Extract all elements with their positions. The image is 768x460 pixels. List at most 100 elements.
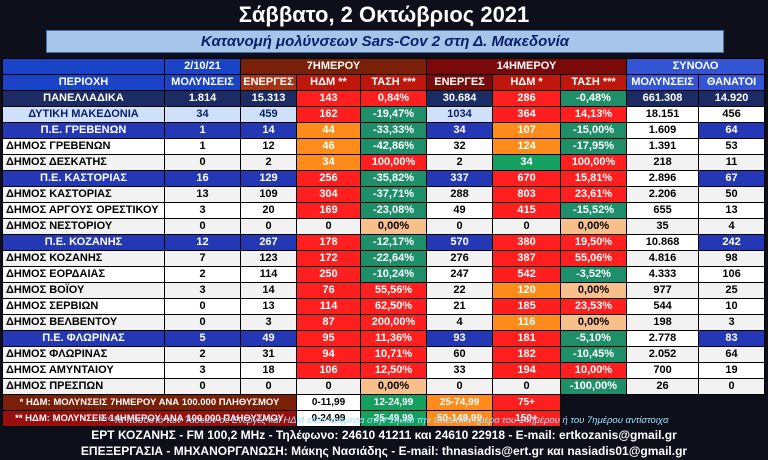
total-cell: 4.333 [626,266,700,283]
idm7-cell: 256 [296,170,361,187]
legend-range: 150+ [492,410,562,427]
active7-cell: 267 [240,234,297,251]
total-cell: 655 [626,202,700,219]
page-subtitle: Κατανομή μολύνσεων Sars-Cov 2 στη Δ. Μακ… [46,30,724,53]
active7-cell: 49 [240,330,297,347]
table-row: ΔΗΜΟΣ ΣΕΡΒΙΩΝ 0 13 114 62,50% 21 185 23,… [2,298,766,315]
total-cell: 10.868 [626,234,700,251]
idm7-cell: 44 [296,122,361,139]
table-row: Π.Ε. ΦΛΩΡΙΝΑΣ 5 49 95 11,36% 93 181 -5,1… [2,330,766,347]
infections-cell: 5 [164,330,241,347]
deaths-cell: 242 [698,234,766,251]
total-cell: 2.896 [626,170,700,187]
idm14-cell: 124 [492,138,562,155]
trend7-cell: 10,71% [359,346,428,363]
active7-cell: 3 [240,314,297,331]
idm7-cell: 114 [296,298,361,315]
idm7-cell: 0 [296,218,361,235]
active14-cell: 288 [426,186,494,203]
legend-label-14day: ** ΗΔΜ: ΜΟΛΥΝΣΕΙΣ 14ΗΜΕΡΟΥ ΑΝΑ 100.000 Π… [2,410,297,427]
active14-cell: 1034 [426,106,494,123]
idm14-cell: 415 [492,202,562,219]
trend14-cell: 55,06% [560,250,628,267]
area-name: Π.Ε. ΚΟΖΑΝΗΣ [2,234,165,251]
legend-row-14day: ** ΗΔΜ: ΜΟΛΥΝΣΕΙΣ 14ΗΜΕΡΟΥ ΑΝΑ 100.000 Π… [2,410,765,427]
table-row: ΔΗΜΟΣ ΔΕΣΚΑΤΗΣ 0 2 34 100,00% 2 34 100,0… [2,154,766,171]
date-header: 2/10/21 [164,58,241,75]
total-cell: 1.609 [626,122,700,139]
idm14-cell: 542 [492,266,562,283]
area-name: ΔΗΜΟΣ ΝΕΣΤΟΡΙΟΥ [2,218,165,235]
active14-cell: 276 [426,250,494,267]
legend-spacer [560,410,765,427]
total-cell: 700 [626,362,700,379]
infections-cell: 16 [164,170,241,187]
infections-cell: 1 [164,122,241,139]
deaths-cell: 13 [698,202,766,219]
total-infections-header: ΜΟΛΥΝΣΕΙΣ [626,74,700,91]
idm7-header: ΗΔΜ ** [296,74,361,91]
seven-day-header: 7ΗΜΕΡΟΥ [239,58,428,75]
total-cell: 977 [626,282,700,299]
infections-cell: 3 [164,362,241,379]
table-row: Π.Ε. ΓΡΕΒΕΝΩΝ 1 14 44 -33,33% 34 107 -15… [2,122,766,139]
trend7-cell: -33,33% [359,122,428,139]
idm14-cell: 120 [492,282,562,299]
area-name: ΔΗΜΟΣ ΑΡΓΟΥΣ ΟΡΕΣΤΙΚΟΥ [2,202,165,219]
deaths-cell: 106 [698,266,766,283]
total-cell: 26 [626,378,700,395]
table-row: ΔΗΜΟΣ ΠΡΕΣΠΩΝ 0 0 0 0,00% 0 0 -100,00% 2… [2,378,766,395]
area-name: ΔΗΜΟΣ ΚΟΖΑΝΗΣ [2,250,165,267]
infections-cell: 0 [164,154,241,171]
trend14-cell: -3,52% [560,266,628,283]
infections-cell: 3 [164,282,241,299]
trend7-cell: -22,64% [359,250,428,267]
area-name: ΔΗΜΟΣ ΒΟΪΟΥ [2,282,165,299]
idm14-header: ΗΔΜ * [492,74,562,91]
trend7-cell: -19,47% [359,106,428,123]
active14-cell: 570 [426,234,494,251]
trend7-cell: 100,00% [359,154,428,171]
deaths-cell: 83 [698,330,766,347]
trend14-cell: -15,52% [560,202,628,219]
trend14-cell: -0,48% [560,90,628,107]
idm14-cell: 0 [492,218,562,235]
idm14-cell: 185 [492,298,562,315]
deaths-cell: 10 [698,298,766,315]
deaths-cell: 0 [698,378,766,395]
table-row: Π.Ε. ΚΟΖΑΝΗΣ 12 267 178 -12,17% 570 380 … [2,234,766,251]
idm7-cell: 0 [296,378,361,395]
deaths-cell: 98 [698,250,766,267]
active7-cell: 31 [240,346,297,363]
page-title: Σάββατο, 2 Οκτώβριος 2021 [238,2,530,27]
total-cell: 2.778 [626,330,700,347]
active14-cell: 93 [426,330,494,347]
active7-cell: 12 [240,138,297,155]
total-cell: 218 [626,154,700,171]
idm7-cell: 178 [296,234,361,251]
deaths-cell: 3 [698,314,766,331]
trend14-cell: 19,50% [560,234,628,251]
infections-cell: 0 [164,378,241,395]
active14-cell: 34 [426,122,494,139]
deaths-cell: 4 [698,218,766,235]
blank-header [2,58,165,75]
idm7-cell: 172 [296,250,361,267]
table-row: ΔΗΜΟΣ ΦΛΩΡΙΝΑΣ 2 31 94 10,71% 60 182 -10… [2,346,766,363]
active7-cell: 20 [240,202,297,219]
infections-cell: 1 [164,138,241,155]
trend14-cell: -5,10% [560,330,628,347]
active7-cell: 0 [240,378,297,395]
idm14-cell: 34 [492,154,562,171]
active14-cell: 4 [426,314,494,331]
idm7-cell: 162 [296,106,361,123]
trend7-cell: -37,71% [359,186,428,203]
trend14-cell: 0,00% [560,282,628,299]
table-row: ΔΗΜΟΣ ΓΡΕΒΕΝΩΝ 1 12 46 -42,86% 32 124 -1… [2,138,766,155]
area-name: Π.Ε. ΦΛΩΡΙΝΑΣ [2,330,165,347]
active14-header: ΕΝΕΡΓΕΣ [426,74,494,91]
active7-cell: 2 [240,154,297,171]
table-row: ΔΥΤΙΚΗ ΜΑΚΕΔΟΝΙΑ 34 459 162 -19,47% 1034… [2,106,766,123]
idm14-cell: 380 [492,234,562,251]
active14-cell: 22 [426,282,494,299]
